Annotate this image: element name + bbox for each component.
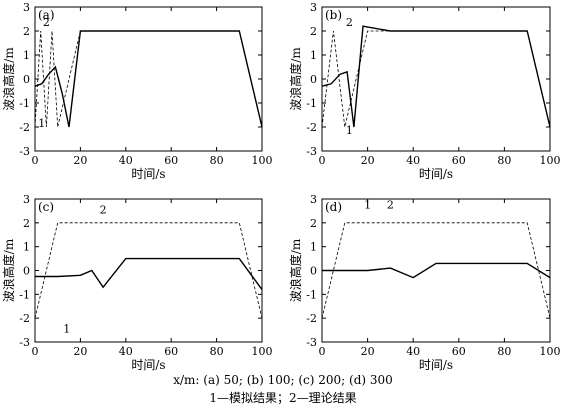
x-tick-label: 20 bbox=[73, 345, 87, 358]
curve-annotation: 1 bbox=[346, 124, 353, 137]
y-tick-label: 2 bbox=[23, 217, 30, 230]
panel-label: (d) bbox=[325, 200, 342, 214]
x-tick-label: 100 bbox=[252, 345, 273, 358]
series-2-theoretical-line bbox=[321, 30, 551, 128]
x-tick-label: 60 bbox=[164, 345, 178, 358]
figure-caption-parameters: x/m: (a) 50; (b) 100; (c) 200; (d) 300 bbox=[173, 373, 393, 387]
x-tick-label: 0 bbox=[319, 154, 326, 167]
y-tick-label: 1 bbox=[23, 49, 30, 62]
series-1-simulated-line bbox=[35, 257, 263, 291]
y-tick-label: 0 bbox=[310, 73, 317, 86]
panel-label: (a) bbox=[38, 8, 55, 22]
y-axis-label: 波浪高度/m bbox=[1, 47, 16, 111]
panel-label: (c) bbox=[38, 200, 54, 214]
x-tick-label: 40 bbox=[406, 154, 420, 167]
x-tick-label: 0 bbox=[32, 345, 39, 358]
y-tick-label: -3 bbox=[19, 336, 30, 349]
figure-caption-legend: 1—模拟结果；2—理论结果 bbox=[209, 391, 357, 405]
x-tick-label: 80 bbox=[497, 345, 511, 358]
y-tick-label: 2 bbox=[310, 25, 317, 38]
y-tick-label: -2 bbox=[19, 312, 30, 325]
series-1-simulated-line bbox=[321, 25, 551, 128]
series-2-theoretical-line bbox=[34, 30, 263, 128]
x-tick-label: 80 bbox=[210, 154, 224, 167]
y-tick-label: 1 bbox=[23, 241, 30, 254]
series-1-simulated-line bbox=[34, 30, 263, 128]
y-tick-label: 0 bbox=[310, 265, 317, 278]
y-tick-label: -2 bbox=[306, 121, 317, 134]
y-axis-label: 波浪高度/m bbox=[1, 238, 16, 302]
chart-panel: 0 20 40 60 80 100 -3 -2 -1 0 1 2 3 时间/s 波浪高度/m (b) 2 1 bbox=[288, 1, 561, 181]
y-tick-label: 2 bbox=[23, 25, 30, 38]
y-tick-label: 0 bbox=[23, 73, 30, 86]
y-tick-label: -2 bbox=[306, 312, 317, 325]
x-tick-label: 20 bbox=[361, 154, 375, 167]
x-tick-label: 20 bbox=[73, 154, 87, 167]
x-tick-label: 40 bbox=[119, 345, 133, 358]
x-axis-label: 时间/s bbox=[419, 167, 453, 181]
y-tick-label: -3 bbox=[306, 336, 317, 349]
x-tick-label: 40 bbox=[406, 345, 420, 358]
plot-frame bbox=[34, 6, 263, 152]
x-axis-label: 时间/s bbox=[131, 358, 165, 372]
y-tick-label: 3 bbox=[23, 193, 30, 206]
x-tick-label: 60 bbox=[452, 345, 466, 358]
curve-annotation: 2 bbox=[387, 199, 394, 212]
y-tick-label: -1 bbox=[306, 97, 317, 110]
x-tick-label: 100 bbox=[252, 154, 273, 167]
series-2-theoretical-line bbox=[321, 222, 551, 319]
x-tick-label: 100 bbox=[540, 154, 561, 167]
plot-frame bbox=[34, 198, 263, 343]
y-tick-label: -3 bbox=[19, 145, 30, 158]
x-tick-label: 100 bbox=[540, 345, 561, 358]
series-1-simulated-line bbox=[322, 262, 551, 279]
y-tick-label: 2 bbox=[310, 217, 317, 230]
x-tick-label: 0 bbox=[319, 345, 326, 358]
y-axis-label: 波浪高度/m bbox=[288, 238, 303, 302]
y-tick-label: -3 bbox=[306, 145, 317, 158]
y-tick-label: 1 bbox=[310, 241, 317, 254]
y-tick-label: -2 bbox=[19, 121, 30, 134]
curve-annotation: 2 bbox=[43, 16, 50, 29]
y-tick-label: -1 bbox=[19, 97, 30, 110]
x-tick-label: 60 bbox=[452, 154, 466, 167]
x-tick-label: 20 bbox=[361, 345, 375, 358]
curve-annotation: 1 bbox=[364, 199, 371, 212]
y-tick-label: 3 bbox=[23, 1, 30, 14]
x-tick-label: 40 bbox=[119, 154, 133, 167]
x-tick-label: 80 bbox=[497, 154, 511, 167]
curve-annotation: 2 bbox=[346, 16, 353, 29]
y-tick-label: 3 bbox=[310, 1, 317, 14]
panel-label: (b) bbox=[325, 8, 342, 22]
y-tick-label: 1 bbox=[310, 49, 317, 62]
y-tick-label: 3 bbox=[310, 193, 317, 206]
x-tick-label: 80 bbox=[210, 345, 224, 358]
x-axis-label: 时间/s bbox=[419, 358, 453, 372]
curve-annotation: 1 bbox=[38, 117, 45, 130]
chart-panel: 0 20 40 60 80 100 -3 -2 -1 0 1 2 3 时间/s 波浪高度/m (c) 2 1 bbox=[1, 193, 273, 372]
y-axis-label: 波浪高度/m bbox=[288, 47, 303, 111]
x-tick-label: 0 bbox=[32, 154, 39, 167]
y-tick-label: 0 bbox=[23, 265, 30, 278]
y-tick-label: -1 bbox=[306, 288, 317, 301]
curve-annotation: 2 bbox=[100, 203, 107, 216]
series-2-theoretical-line bbox=[34, 222, 263, 319]
x-axis-label: 时间/s bbox=[131, 167, 165, 181]
y-tick-label: -1 bbox=[19, 288, 30, 301]
chart-panel: 0 20 40 60 80 100 -3 -2 -1 0 1 2 3 时间/s 波浪高度/m (d) 1 2 bbox=[288, 193, 561, 372]
curve-annotation: 1 bbox=[63, 322, 70, 335]
x-tick-label: 60 bbox=[164, 154, 178, 167]
